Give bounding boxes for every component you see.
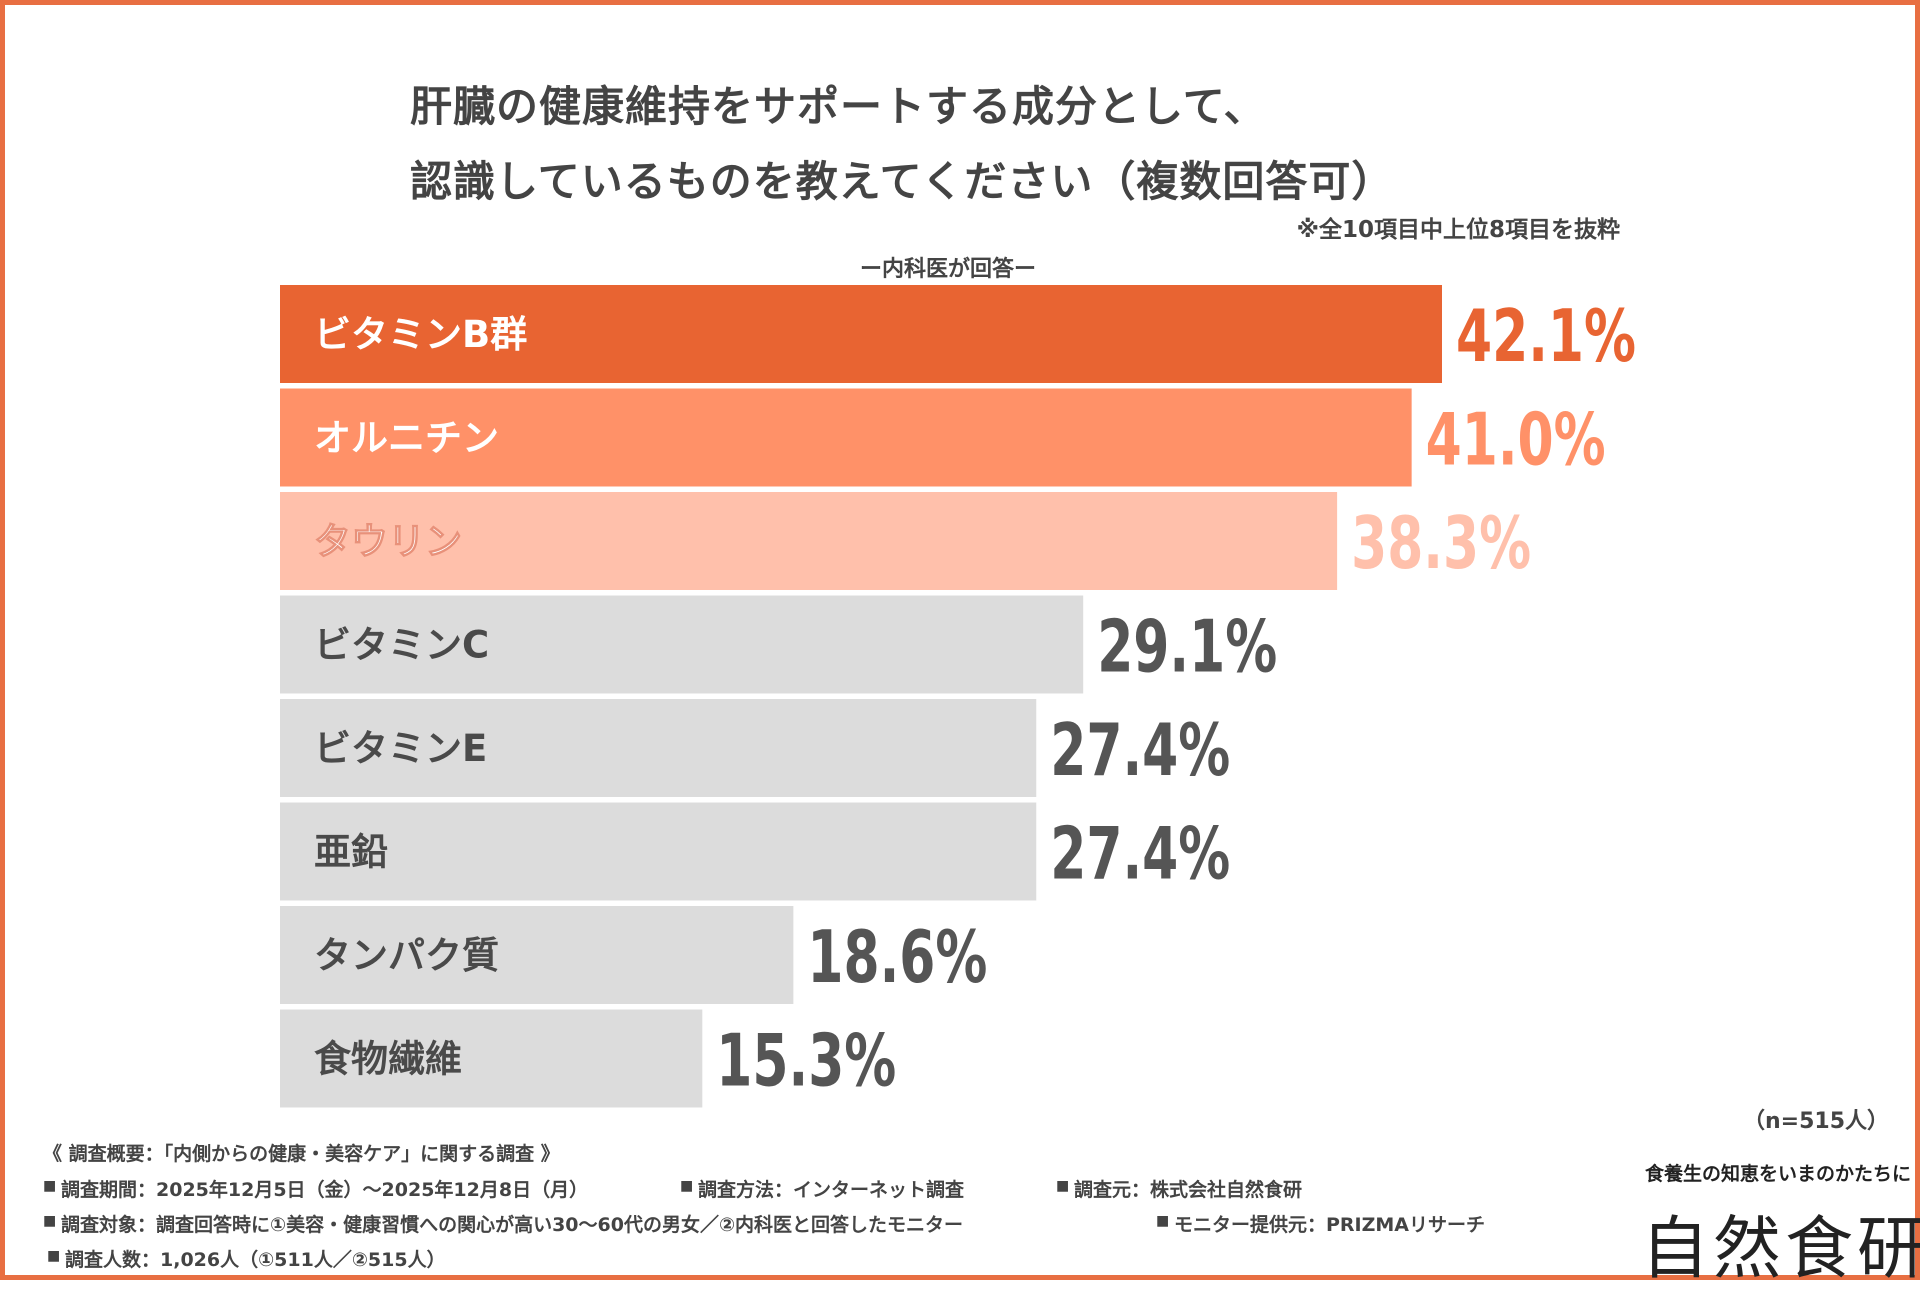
bar-2 <box>280 388 1412 487</box>
chart-title-line-1: 肝臓の健康維持をサポートする成分として、 <box>410 82 1267 131</box>
category-label-8: 食物繊維 <box>314 1038 462 1081</box>
bullet-icon: ■ <box>680 1178 694 1194</box>
bar-5 <box>280 699 1037 797</box>
value-label-7: 18.6% <box>807 915 987 999</box>
value-label-6: 27.4% <box>1050 812 1230 896</box>
bullet-icon: ■ <box>47 1248 61 1264</box>
bullet-icon: ■ <box>43 1178 57 1194</box>
survey-count: 調査人数：1,026人（①511人／②515人） <box>65 1249 446 1271</box>
monitor-provider: モニター提供元：PRIZMAリサーチ <box>1174 1214 1486 1236</box>
survey-organizer: 調査元：株式会社自然食研 <box>1074 1179 1303 1201</box>
category-label-3: タウリン <box>314 520 462 563</box>
value-label-4: 29.1% <box>1097 605 1277 689</box>
bar-chart: ビタミンB群 42.1% オルニチン 41.0% タウリン 38.3% ビタミンC 29.1%… <box>280 285 1636 1108</box>
bullet-icon: ■ <box>1156 1213 1170 1229</box>
survey-period: 調査期間：2025年12月5日（金）～2025年12月8日（月） <box>61 1179 589 1201</box>
category-label-2: オルニチン <box>314 417 499 460</box>
bar-1 <box>280 285 1442 383</box>
category-label-6: 亜鉛 <box>314 831 388 874</box>
sample-size: （n=515人） <box>1743 1109 1890 1134</box>
bullet-icon: ■ <box>1056 1178 1070 1194</box>
category-label-4: ビタミンC <box>314 624 489 667</box>
category-label-5: ビタミンE <box>314 727 487 770</box>
chart-title-line-2: 認識しているものを教えてください（複数回答可） <box>410 157 1395 206</box>
bar-3 <box>280 492 1338 590</box>
bar-8 <box>280 1009 703 1108</box>
chart-subtitle: ー内科医が回答ー <box>860 257 1037 282</box>
logo-tagline: 食養生の知恵をいまのかたちに <box>1645 1163 1912 1185</box>
survey-heading: 《 調査概要：「内側からの健康・美容ケア」に関する調査 》 <box>43 1143 560 1165</box>
value-label-1: 42.1% <box>1456 294 1636 378</box>
category-label-1: ビタミンB群 <box>314 313 527 356</box>
survey-target: 調査対象：調査回答時に①美容・健康習慣への関心が高い30～60代の男女／②内科医… <box>61 1214 964 1236</box>
chart-note: ※全10項目中上位8項目を抜粋 <box>1296 217 1620 243</box>
value-label-8: 15.3% <box>716 1019 896 1103</box>
bar-4 <box>280 595 1084 694</box>
survey-method: 調査方法：インターネット調査 <box>698 1179 965 1201</box>
value-label-5: 27.4% <box>1050 708 1230 792</box>
bar-6 <box>280 802 1037 901</box>
bar-7 <box>280 906 794 1004</box>
category-label-7: タンパク質 <box>314 934 499 977</box>
value-label-3: 38.3% <box>1351 501 1531 585</box>
bullet-icon: ■ <box>43 1213 57 1229</box>
value-label-2: 41.0% <box>1426 398 1606 482</box>
company-logo: 自然食研 <box>1641 1210 1920 1289</box>
